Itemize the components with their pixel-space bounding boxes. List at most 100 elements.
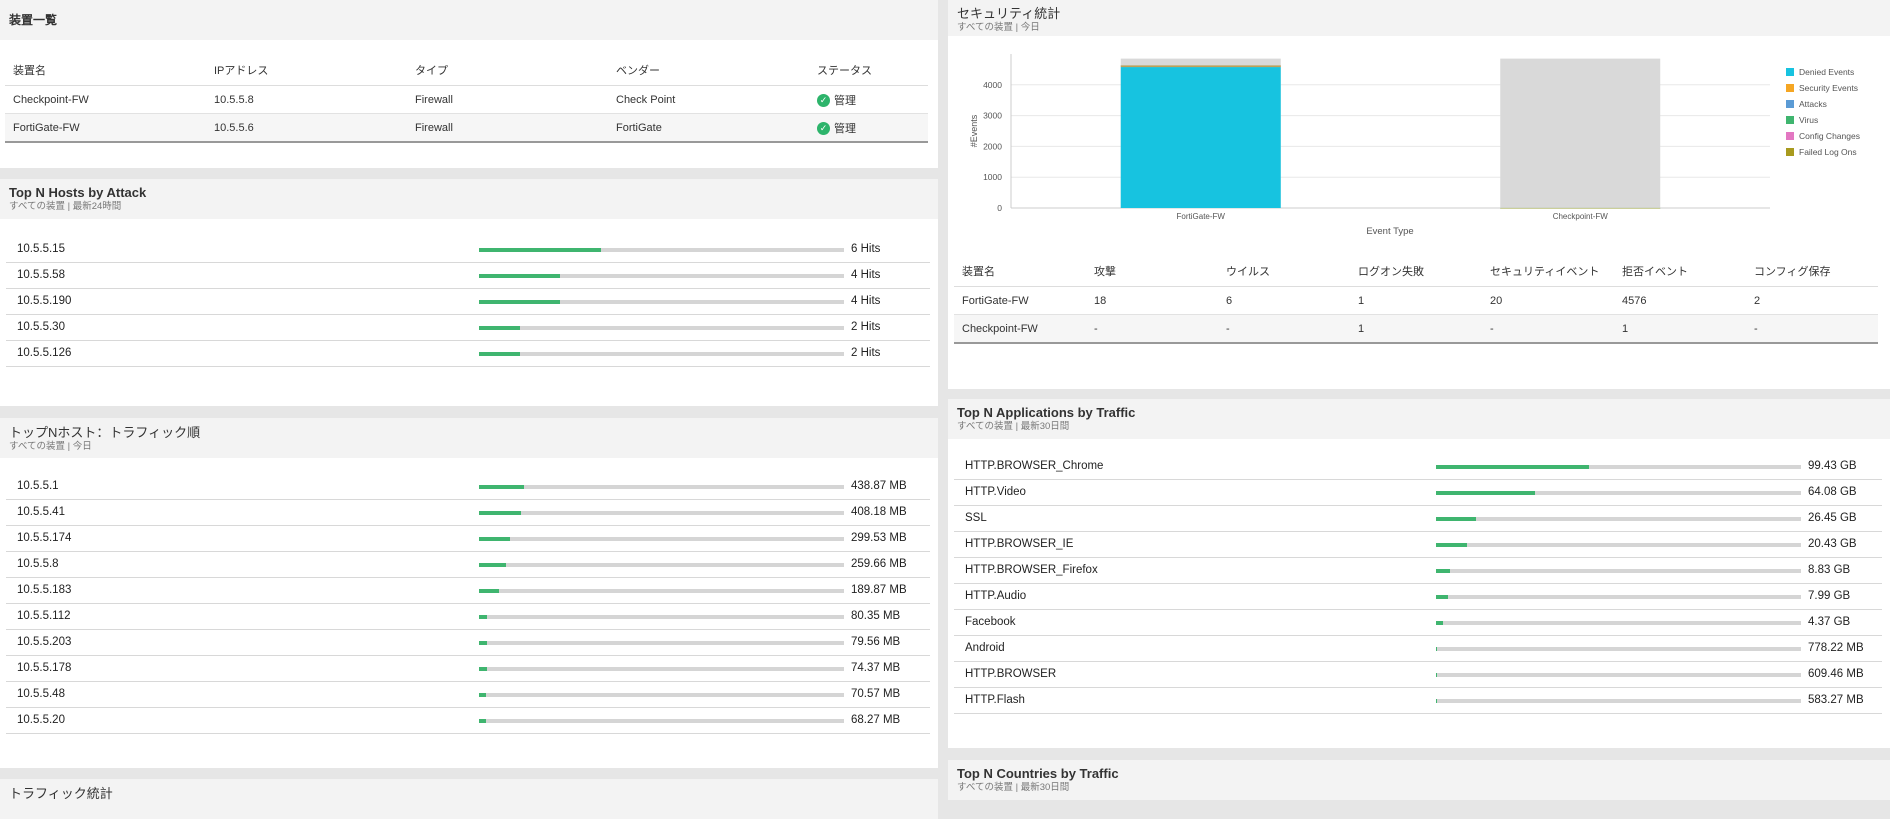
item-label[interactable]: 10.5.5.30 [17,321,65,333]
bar-list: 10.5.5.15 6 Hits 10.5.5.58 4 Hits 10.5.5.190… [6,237,930,367]
list-item[interactable]: 10.5.5.15 6 Hits [6,237,930,263]
list-item[interactable]: 10.5.5.48 70.57 MB [6,682,930,708]
legend-item[interactable]: Failed Log Ons [1786,148,1860,164]
column-header[interactable]: コンフィグ保存 [1746,256,1878,287]
item-label[interactable]: Android [965,642,1005,654]
list-item[interactable]: 10.5.5.30 2 Hits [6,315,930,341]
item-label[interactable]: 10.5.5.178 [17,662,72,674]
list-item[interactable]: Facebook 4.37 GB [954,610,1882,636]
list-item[interactable]: 10.5.5.58 4 Hits [6,263,930,289]
list-item[interactable]: 10.5.5.174 299.53 MB [6,526,930,552]
column-header[interactable]: セキュリティイベント [1482,256,1614,287]
item-value: 438.87 MB [851,480,907,492]
column-header[interactable]: ウイルス [1218,256,1350,287]
progress-fill [479,615,487,619]
item-label[interactable]: 10.5.5.41 [17,506,65,518]
legend-item[interactable]: Security Events [1786,84,1860,100]
list-item[interactable]: SSL 26.45 GB [954,506,1882,532]
column-header[interactable]: ベンダー [608,55,809,86]
device-name[interactable]: Checkpoint-FW [5,85,206,114]
list-item[interactable]: 10.5.5.20 68.27 MB [6,708,930,734]
item-label[interactable]: 10.5.5.112 [17,610,71,622]
item-label[interactable]: HTTP.BROWSER [965,668,1057,680]
list-item[interactable]: 10.5.5.8 259.66 MB [6,552,930,578]
item-value: 79.56 MB [851,636,901,648]
item-label[interactable]: 10.5.5.58 [17,269,65,281]
chart-legend: Denied Events Security Events Attacks Virus… [1786,68,1860,164]
legend-item[interactable]: Denied Events [1786,68,1860,84]
item-label[interactable]: HTTP.BROWSER_Chrome [965,460,1104,472]
list-item[interactable]: HTTP.BROWSER 609.46 MB [954,662,1882,688]
item-label[interactable]: HTTP.Video [965,486,1026,498]
list-item[interactable]: Android 778.22 MB [954,636,1882,662]
table-row[interactable]: FortiGate-FW 10.5.5.6 Firewall FortiGate… [5,113,928,143]
item-label[interactable]: HTTP.Audio [965,590,1027,602]
legend-item[interactable]: Attacks [1786,100,1860,116]
item-label[interactable]: 10.5.5.15 [17,243,65,255]
device-name[interactable]: Checkpoint-FW [954,314,1086,344]
item-label[interactable]: 10.5.5.48 [17,688,65,700]
list-item[interactable]: HTTP.BROWSER_IE 20.43 GB [954,532,1882,558]
progress-fill [1436,491,1535,495]
table-row[interactable]: FortiGate-FW 18 6 1 20 4576 2 [954,286,1878,315]
list-item[interactable]: 10.5.5.112 80.35 MB [6,604,930,630]
device-name[interactable]: FortiGate-FW [954,286,1086,315]
item-label[interactable]: 10.5.5.20 [17,714,65,726]
item-value: 778.22 MB [1808,642,1864,654]
legend-item[interactable]: Virus [1786,116,1860,132]
item-label[interactable]: 10.5.5.126 [17,347,72,359]
list-item[interactable]: 10.5.5.183 189.87 MB [6,578,930,604]
column-header[interactable]: 攻撃 [1086,256,1218,287]
column-header[interactable]: 装置名 [954,256,1086,287]
item-label[interactable]: 10.5.5.183 [17,584,72,596]
list-item[interactable]: HTTP.BROWSER_Chrome 99.43 GB [954,454,1882,480]
item-label[interactable]: 10.5.5.203 [17,636,72,648]
item-label[interactable]: SSL [965,512,987,524]
item-value: 299.53 MB [851,532,907,544]
item-label[interactable]: HTTP.BROWSER_Firefox [965,564,1098,576]
progress-bar [1436,569,1801,573]
item-label[interactable]: HTTP.BROWSER_IE [965,538,1074,550]
list-item[interactable]: 10.5.5.1 438.87 MB [6,474,930,500]
list-item[interactable]: 10.5.5.41 408.18 MB [6,500,930,526]
item-value: 4 Hits [851,295,881,307]
item-value: 99.43 GB [1808,460,1857,472]
list-item[interactable]: HTTP.Video 64.08 GB [954,480,1882,506]
column-header[interactable]: タイプ [407,55,608,86]
table-row[interactable]: Checkpoint-FW - - 1 - 1 - [954,314,1878,344]
bar-background [1500,58,1661,209]
progress-fill [1436,621,1443,625]
progress-bar [479,615,844,619]
list-item[interactable]: 10.5.5.126 2 Hits [6,341,930,367]
item-label[interactable]: 10.5.5.1 [17,480,59,492]
item-value: 64.08 GB [1808,486,1857,498]
item-label[interactable]: HTTP.Flash [965,694,1025,706]
column-header[interactable]: ステータス [809,55,928,86]
apps-by-traffic-widget: Top N Applications by Traffic すべての装置 | 最… [948,399,1890,748]
list-item[interactable]: 10.5.5.178 74.37 MB [6,656,930,682]
list-item[interactable]: 10.5.5.203 79.56 MB [6,630,930,656]
item-label[interactable]: 10.5.5.8 [17,558,59,570]
progress-bar [479,693,844,697]
list-item[interactable]: HTTP.Audio 7.99 GB [954,584,1882,610]
item-value: 70.57 MB [851,688,901,700]
item-label[interactable]: 10.5.5.190 [17,295,72,307]
item-label[interactable]: 10.5.5.174 [17,532,72,544]
legend-item[interactable]: Config Changes [1786,132,1860,148]
column-header[interactable]: 拒否イベント [1614,256,1746,287]
attack-count: 18 [1086,286,1218,315]
device-name[interactable]: FortiGate-FW [5,113,206,143]
list-item[interactable]: HTTP.BROWSER_Firefox 8.83 GB [954,558,1882,584]
list-item[interactable]: HTTP.Flash 583.27 MB [954,688,1882,714]
column-header[interactable]: IPアドレス [206,55,407,86]
item-value: 189.87 MB [851,584,907,596]
item-label[interactable]: Facebook [965,616,1016,628]
widget-subtitle: すべての装置 | 今日 [957,22,1040,33]
column-header[interactable]: 装置名 [5,55,206,86]
y-tick-label: 3000 [983,111,1002,121]
status-label: 管理 [834,94,856,107]
table-row[interactable]: Checkpoint-FW 10.5.5.8 Firewall Check Po… [5,85,928,114]
column-header[interactable]: ログオン失敗 [1350,256,1482,287]
device-table: 装置名 IPアドレス タイプ ベンダー ステータス Checkpoint-FW … [5,55,928,143]
list-item[interactable]: 10.5.5.190 4 Hits [6,289,930,315]
